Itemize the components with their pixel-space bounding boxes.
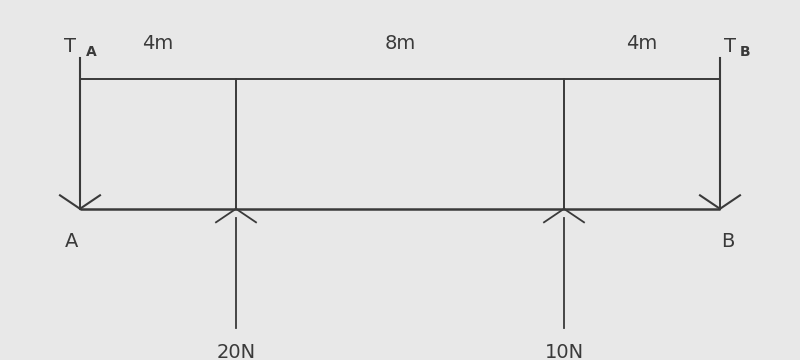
Text: B: B [722,232,734,251]
Text: B: B [740,45,750,59]
Text: A: A [66,232,78,251]
Text: A: A [86,45,97,59]
Text: 8m: 8m [384,34,416,53]
Text: 4m: 4m [626,34,658,53]
Text: T: T [724,37,736,56]
Text: 4m: 4m [142,34,174,53]
Text: T: T [64,37,76,56]
Text: 10N: 10N [545,343,583,360]
Text: 20N: 20N [217,343,255,360]
